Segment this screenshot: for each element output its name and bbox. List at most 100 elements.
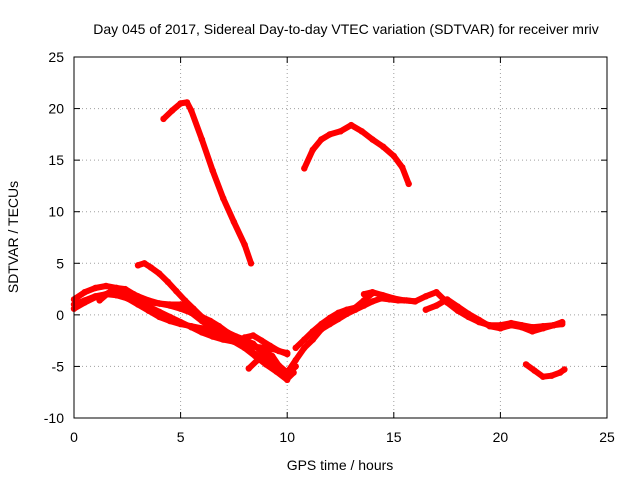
data-point (130, 291, 137, 298)
data-point (465, 310, 472, 317)
x-tick-label: 5 (177, 429, 185, 445)
data-point (198, 313, 206, 321)
data-point (141, 260, 148, 267)
data-point (147, 264, 154, 271)
series-arc-1 (160, 99, 254, 267)
data-point (335, 309, 342, 316)
data-point (230, 218, 238, 226)
x-axis-label: GPS time / hours (287, 457, 394, 473)
data-point (559, 318, 566, 326)
data-point (220, 195, 227, 202)
data-point (164, 278, 171, 286)
data-point (301, 165, 308, 172)
data-point (422, 293, 429, 300)
data-point (343, 306, 351, 313)
data-point (139, 295, 146, 302)
data-point (337, 128, 344, 135)
data-point (241, 241, 248, 248)
data-point (454, 303, 461, 310)
x-tick-label: 10 (279, 429, 295, 445)
data-point (254, 357, 261, 364)
chart-title: Day 045 of 2017, Sidereal Day-to-day VTE… (93, 21, 598, 37)
data-point (262, 348, 270, 356)
data-point (156, 308, 163, 315)
data-point (168, 107, 176, 114)
y-tick-label: 10 (48, 204, 64, 220)
data-point (173, 287, 180, 295)
x-tick-label: 0 (70, 429, 78, 445)
data-point (190, 305, 197, 312)
data-point (539, 373, 547, 380)
data-point (379, 143, 387, 150)
x-tick-label: 15 (386, 429, 402, 445)
data-point (292, 357, 299, 364)
data-point (177, 301, 184, 308)
series-layer (70, 99, 568, 383)
data-point (247, 260, 255, 267)
data-point (401, 297, 408, 304)
data-point (301, 336, 308, 343)
ticks (73, 56, 608, 419)
data-point (245, 365, 252, 372)
data-point (113, 284, 120, 292)
data-point (390, 295, 397, 302)
y-tick-label: 0 (56, 307, 64, 323)
data-point (561, 366, 568, 373)
data-point (399, 164, 406, 171)
data-point (548, 372, 555, 379)
data-point (81, 299, 88, 306)
plot-frame (73, 56, 608, 419)
data-point (232, 333, 240, 340)
data-point (96, 297, 103, 304)
data-point (198, 136, 206, 143)
data-point (348, 121, 355, 129)
data-point (369, 298, 376, 305)
data-point (318, 320, 325, 328)
y-tick-label: 25 (48, 49, 64, 65)
data-point (266, 342, 274, 349)
data-point (443, 296, 451, 303)
data-point (220, 336, 227, 343)
y-tick-label: 5 (56, 255, 64, 271)
data-point (531, 367, 538, 374)
data-point (183, 99, 191, 106)
data-point (275, 362, 282, 369)
data-point (241, 344, 248, 352)
data-point (166, 313, 174, 321)
data-point (198, 329, 206, 336)
data-point (309, 328, 316, 335)
data-point (550, 322, 557, 329)
data-point (160, 115, 167, 123)
data-point (262, 361, 270, 368)
data-point (411, 298, 419, 305)
data-point (335, 315, 342, 323)
data-point (215, 323, 223, 330)
data-point (188, 324, 195, 331)
data-point (309, 336, 316, 343)
data-point (352, 304, 359, 311)
data-point (539, 325, 547, 332)
data-point (369, 136, 376, 143)
grid (74, 57, 607, 418)
data-point (433, 289, 440, 296)
data-point (522, 361, 530, 368)
data-point (102, 282, 110, 290)
y-tick-label: 20 (48, 101, 64, 117)
y-tick-label: 15 (48, 152, 64, 168)
data-point (156, 270, 163, 277)
x-tick-label: 20 (493, 429, 509, 445)
data-point (301, 344, 308, 352)
data-point (122, 285, 129, 293)
data-point (156, 300, 163, 307)
data-point (379, 292, 387, 299)
data-point (529, 328, 536, 335)
data-point (422, 306, 429, 313)
tick-labels: 0 5 10 15 20 25 -10 -5 0 5 10 15 20 25 (44, 49, 615, 445)
data-point (358, 128, 365, 135)
data-point (292, 344, 299, 352)
data-point (507, 322, 515, 329)
data-point (497, 325, 504, 332)
data-point (224, 329, 231, 336)
data-point (104, 290, 112, 297)
